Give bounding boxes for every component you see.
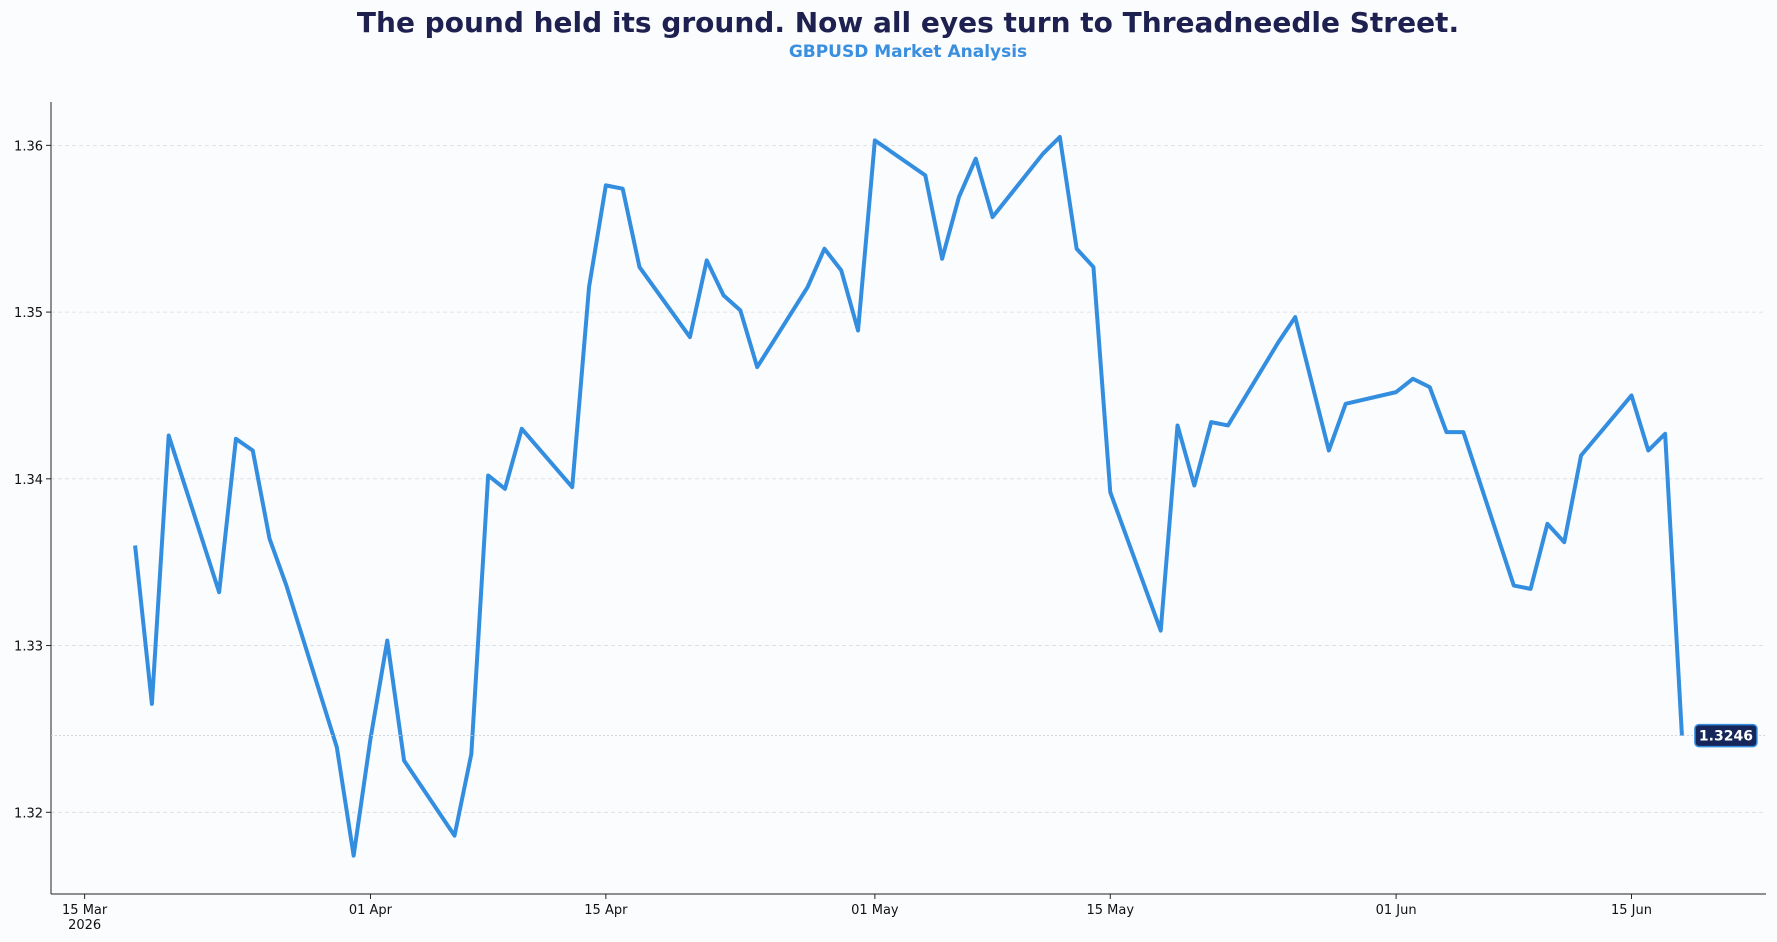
x-tick-label: 15 Jun bbox=[1611, 903, 1652, 918]
x-tick-label: 01 May bbox=[851, 903, 899, 918]
x-tick-label-line: 15 Mar bbox=[62, 903, 108, 918]
x-tick-label-line: 15 Jun bbox=[1611, 903, 1652, 918]
chart-title: The pound held its ground. Now all eyes … bbox=[357, 6, 1459, 39]
x-tick-label: 15 Apr bbox=[584, 903, 628, 918]
x-tick-label: 15 May bbox=[1086, 903, 1134, 918]
last-value-box bbox=[1694, 723, 1758, 748]
x-tick-label-line: 01 May bbox=[851, 903, 899, 918]
y-tick-label: 1.35 bbox=[14, 306, 43, 321]
x-tick-label-line: 15 May bbox=[1086, 903, 1134, 918]
x-tick-label: 15 Mar 2026 bbox=[62, 903, 108, 933]
x-tick-label-line: 2026 bbox=[68, 918, 101, 933]
x-tick-label-line: 01 Apr bbox=[349, 903, 393, 918]
x-tick-label: 01 Apr bbox=[349, 903, 393, 918]
last-value-label: 1.3246 bbox=[1699, 729, 1753, 745]
chart-subtitle: GBPUSD Market Analysis bbox=[789, 42, 1027, 62]
y-tick-label: 1.33 bbox=[14, 640, 43, 655]
y-tick-label: 1.32 bbox=[14, 806, 43, 821]
x-tick-label: 01 Jun bbox=[1376, 903, 1417, 918]
y-tick-label: 1.34 bbox=[14, 473, 43, 488]
x-tick-label-line: 01 Jun bbox=[1376, 903, 1417, 918]
y-tick-label: 1.36 bbox=[14, 139, 43, 154]
x-tick-label-line: 15 Apr bbox=[584, 903, 628, 918]
price-line bbox=[133, 135, 1684, 858]
